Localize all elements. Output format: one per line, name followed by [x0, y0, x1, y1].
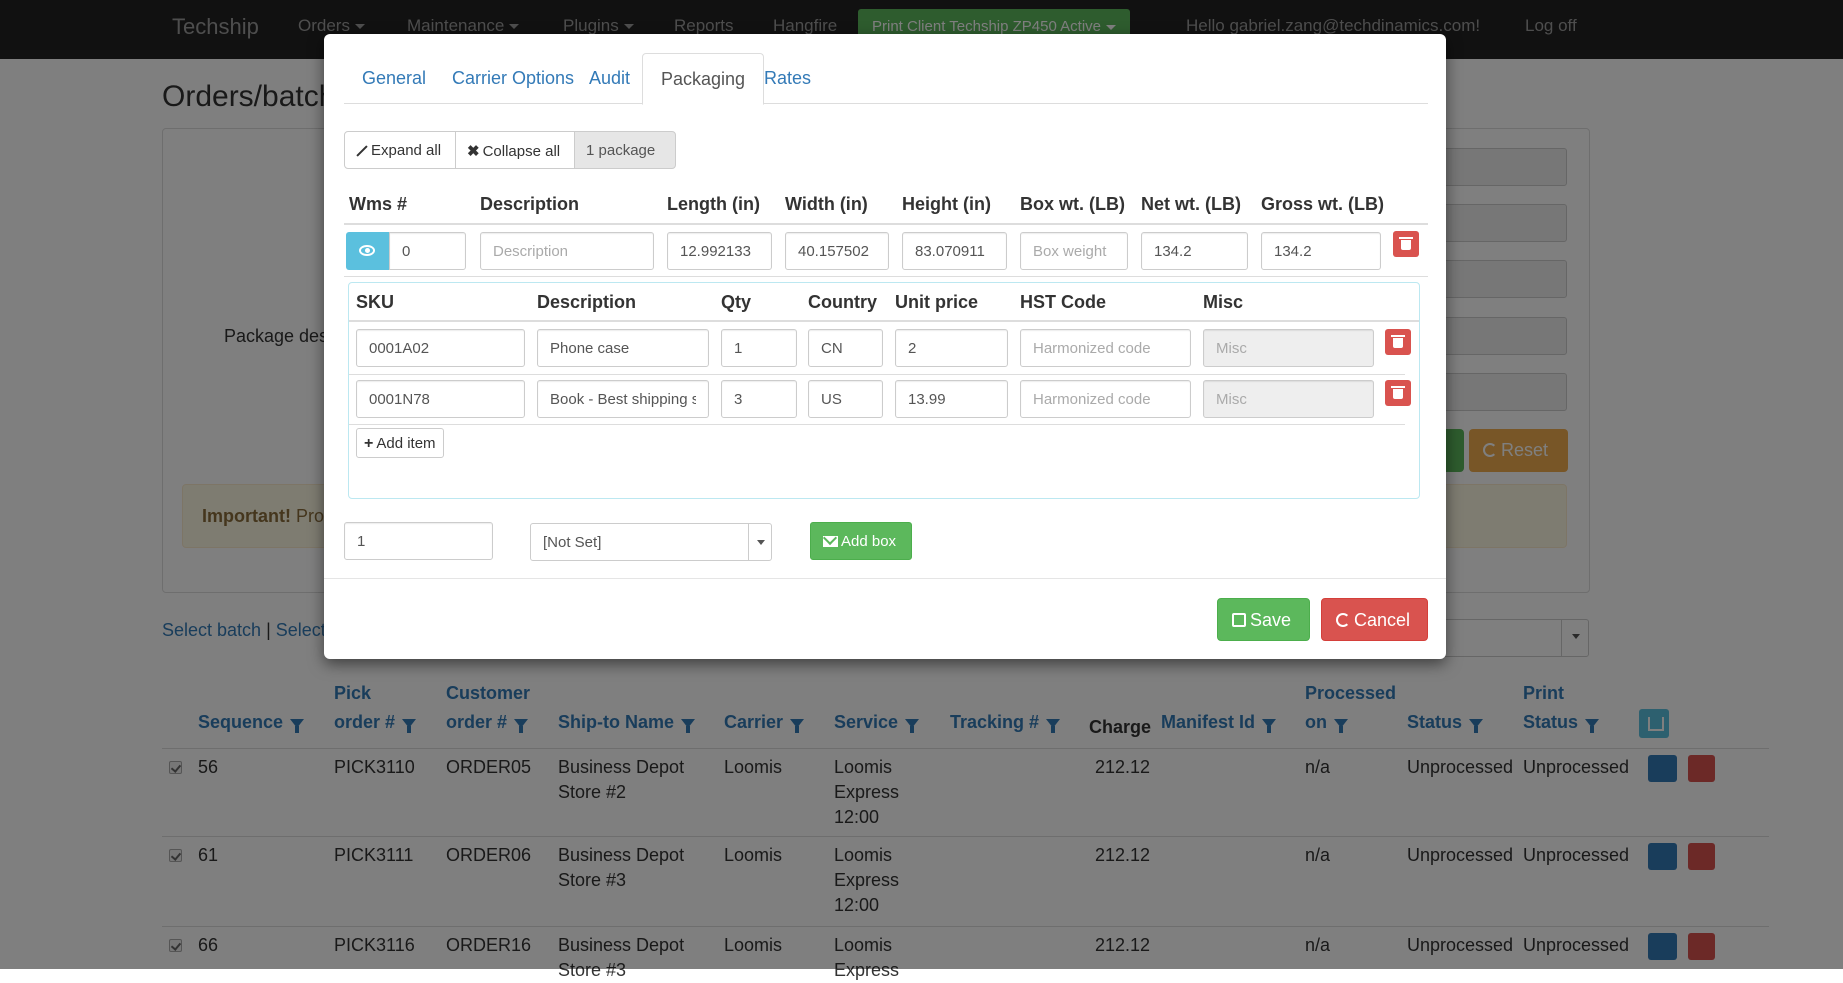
col-width: Width (in) — [785, 194, 868, 214]
col-gross-wt: Gross wt. (LB) — [1261, 194, 1385, 214]
col-description: Description — [480, 194, 580, 214]
col-unit-price: Unit price — [895, 292, 979, 312]
hst-code-input[interactable] — [1020, 329, 1191, 367]
col-net-wt: Net wt. (LB) — [1141, 194, 1241, 214]
expand-icon — [356, 145, 367, 156]
misc-input — [1203, 380, 1374, 418]
col-sku: SKU — [356, 292, 395, 312]
divider — [349, 374, 1405, 375]
save-icon — [1232, 613, 1246, 627]
unit-price-input[interactable] — [895, 380, 1008, 418]
close-icon: ✖ — [467, 143, 480, 160]
country-input[interactable] — [808, 329, 883, 367]
col-height: Height (in) — [902, 194, 991, 214]
hst-code-input[interactable] — [1020, 380, 1191, 418]
cancel-button[interactable]: Cancel — [1321, 598, 1428, 641]
item-description-input[interactable] — [537, 329, 709, 367]
qty-input[interactable] — [721, 380, 797, 418]
divider — [349, 424, 1405, 425]
package-description-input[interactable] — [480, 232, 654, 270]
sku-input[interactable] — [356, 329, 525, 367]
package-count-badge: 1 package — [574, 131, 676, 169]
wms-input[interactable] — [389, 232, 466, 270]
chevron-down-icon — [757, 540, 765, 545]
expand-all-button[interactable]: Expand all — [344, 131, 456, 169]
col-length: Length (in) — [667, 194, 760, 214]
col-qty: Qty — [721, 292, 752, 312]
height-input[interactable] — [902, 232, 1007, 270]
add-box-button[interactable]: Add box — [810, 522, 912, 560]
delete-package-button[interactable] — [1393, 231, 1419, 257]
col-misc: Misc — [1203, 292, 1244, 312]
misc-input — [1203, 329, 1374, 367]
delete-item-button[interactable] — [1385, 380, 1411, 406]
divider — [324, 578, 1446, 579]
col-hst-code: HST Code — [1020, 292, 1107, 312]
divider — [349, 320, 1419, 322]
col-country: Country — [808, 292, 877, 312]
modal-tabs: General Carrier Options Audit Packaging … — [344, 53, 1428, 105]
col-box-wt: Box wt. (LB) — [1020, 194, 1125, 214]
tab-audit[interactable]: Audit — [589, 68, 631, 88]
item-description-input[interactable] — [537, 380, 709, 418]
gross-weight-input[interactable] — [1261, 232, 1381, 270]
tab-packaging[interactable]: Packaging — [642, 53, 765, 105]
delete-item-button[interactable] — [1385, 329, 1411, 355]
divider — [344, 276, 1428, 277]
box-quantity-input[interactable] — [344, 522, 493, 560]
save-button[interactable]: Save — [1217, 598, 1310, 641]
col-wms: Wms # — [349, 194, 408, 214]
unit-price-input[interactable] — [895, 329, 1008, 367]
tab-rates[interactable]: Rates — [764, 68, 812, 88]
tab-carrier-options[interactable]: Carrier Options — [452, 68, 575, 88]
width-input[interactable] — [785, 232, 889, 270]
box-type-select[interactable]: [Not Set] — [530, 523, 772, 561]
collapse-all-button[interactable]: ✖ Collapse all — [455, 131, 575, 169]
country-input[interactable] — [808, 380, 883, 418]
sku-input[interactable] — [356, 380, 525, 418]
eye-icon[interactable] — [346, 232, 389, 270]
plus-icon: + — [364, 435, 374, 452]
qty-input[interactable] — [721, 329, 797, 367]
divider — [344, 223, 1428, 225]
box-weight-input[interactable] — [1020, 232, 1128, 270]
length-input[interactable] — [667, 232, 772, 270]
tab-general[interactable]: General — [362, 68, 427, 88]
envelope-icon — [823, 536, 838, 547]
undo-icon — [1336, 613, 1350, 627]
add-item-button[interactable]: + Add item — [356, 428, 444, 458]
order-edit-modal: General Carrier Options Audit Packaging … — [324, 34, 1446, 659]
items-panel — [348, 282, 1420, 499]
col-item-description: Description — [537, 292, 637, 312]
net-weight-input[interactable] — [1141, 232, 1248, 270]
